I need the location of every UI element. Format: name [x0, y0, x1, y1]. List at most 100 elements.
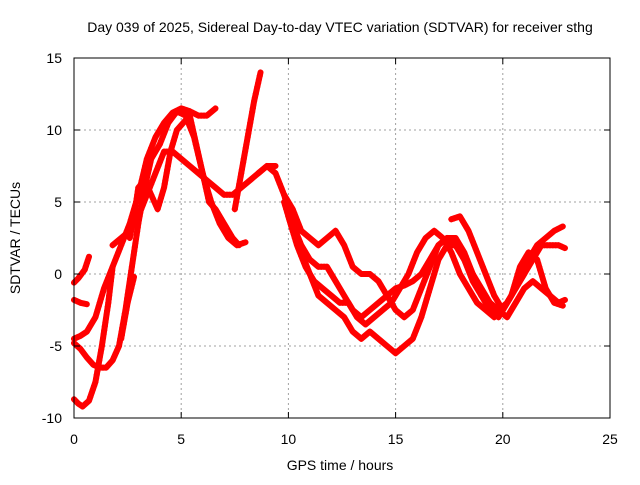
data-point: [186, 112, 193, 119]
data-point: [99, 289, 106, 295]
data-point: [183, 107, 190, 114]
data-point: [292, 213, 299, 220]
data-point: [90, 361, 97, 368]
data-point: [129, 220, 136, 227]
data-point: [146, 163, 153, 169]
data-point: [156, 141, 163, 148]
data-point: [313, 289, 320, 295]
data-point: [412, 328, 419, 335]
data-point: [88, 390, 95, 397]
data-point: [127, 231, 134, 238]
data-point: [551, 299, 558, 306]
data-point: [170, 137, 177, 144]
x-tick-label: 10: [281, 431, 297, 447]
data-point: [432, 267, 439, 274]
data-point: [312, 285, 319, 292]
data-point: [112, 256, 119, 263]
data-point: [476, 256, 483, 263]
data-point: [421, 303, 428, 310]
grid: [74, 58, 610, 418]
x-axis-label: GPS time / hours: [287, 457, 394, 473]
data-point: [434, 260, 441, 267]
data-point: [452, 260, 459, 267]
data-point: [161, 130, 168, 137]
data-point: [425, 289, 432, 295]
data-point: [289, 227, 296, 234]
data-point: [188, 119, 195, 126]
series-track-k: [448, 213, 566, 313]
data-point: [465, 227, 472, 234]
data-point: [138, 206, 145, 213]
data-point: [278, 184, 285, 191]
data-point: [415, 292, 422, 299]
data-point: [535, 260, 542, 267]
data-point: [77, 299, 84, 306]
y-tick-label: 0: [54, 266, 62, 282]
data-point: [555, 242, 562, 249]
data-point: [474, 249, 481, 256]
data-point: [434, 245, 441, 252]
data-point: [149, 195, 156, 202]
data-point: [101, 285, 108, 292]
series-track-m: [71, 296, 90, 308]
data-point: [448, 249, 455, 256]
data-point: [80, 300, 87, 307]
data-point: [348, 260, 355, 267]
data-point: [189, 123, 196, 130]
x-tick-label: 5: [177, 431, 185, 447]
data-point: [466, 231, 473, 238]
data-point: [200, 173, 207, 180]
data-point: [411, 303, 418, 310]
data-point: [462, 253, 469, 259]
data-point: [115, 249, 122, 256]
data-point: [82, 263, 89, 270]
data-point: [291, 235, 298, 241]
data-point: [482, 271, 489, 277]
data-point: [448, 216, 455, 223]
data-point: [253, 87, 260, 94]
series-track-e: [126, 112, 243, 249]
data-point: [156, 199, 163, 205]
data-point: [87, 393, 94, 400]
data-point: [113, 253, 120, 259]
data-point: [98, 292, 105, 299]
x-tick-label: 20: [495, 431, 511, 447]
x-tick-label: 15: [388, 431, 404, 447]
data-point: [124, 299, 131, 306]
series-track-f: [231, 69, 264, 213]
data-point: [116, 245, 123, 252]
data-point: [287, 220, 294, 227]
data-point: [519, 273, 526, 280]
data-point: [454, 263, 461, 270]
data-point: [158, 137, 165, 144]
data-point: [537, 267, 544, 274]
data-point: [95, 303, 102, 310]
data-point: [127, 288, 134, 295]
data-point: [145, 166, 152, 173]
data-point: [512, 278, 519, 285]
data-point: [199, 170, 206, 177]
data-point: [423, 296, 430, 303]
data-point: [204, 191, 211, 198]
data-point: [342, 245, 349, 252]
x-tick-label: 25: [602, 431, 618, 447]
data-point: [201, 177, 208, 184]
data-point: [205, 195, 212, 202]
data-point: [272, 170, 279, 177]
data-point: [128, 284, 135, 291]
data-point: [86, 397, 93, 404]
data-point: [159, 134, 166, 141]
data-point: [153, 166, 160, 173]
data-point: [486, 281, 493, 288]
data-point: [288, 224, 295, 231]
data-point: [111, 353, 118, 360]
data-point: [141, 199, 148, 205]
data-point: [130, 277, 137, 284]
data-point: [172, 130, 179, 137]
data-point: [419, 310, 426, 317]
data-point: [80, 330, 87, 337]
data-point: [190, 130, 197, 137]
data-point: [293, 242, 300, 249]
data-point: [422, 274, 429, 281]
data-point: [91, 382, 98, 389]
